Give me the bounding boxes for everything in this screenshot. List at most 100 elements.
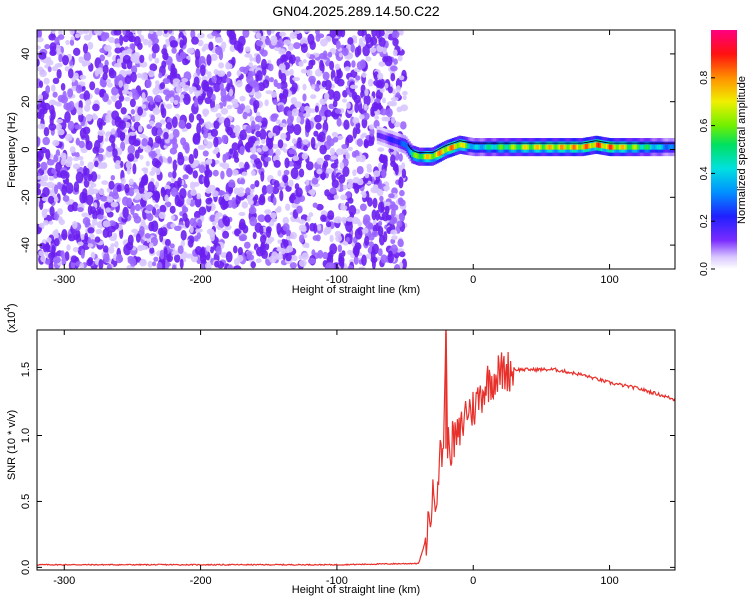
noise-blob	[196, 122, 202, 135]
noise-blob	[60, 95, 68, 104]
noise-blob	[170, 96, 175, 104]
noise-blob	[259, 128, 267, 141]
noise-blob	[42, 187, 50, 197]
noise-blob	[282, 216, 289, 225]
noise-blob	[124, 75, 132, 85]
noise-blob	[206, 54, 212, 66]
ridge-cell	[396, 139, 400, 145]
noise-blob	[238, 211, 246, 217]
noise-blob	[65, 39, 70, 46]
noise-blob	[371, 230, 379, 238]
noise-blob	[400, 121, 407, 130]
noise-blob	[47, 66, 52, 73]
noise-blob	[262, 66, 267, 76]
noise-blob	[392, 49, 398, 57]
ridge-cell	[607, 144, 611, 150]
noise-blob	[228, 187, 233, 194]
noise-blob	[209, 214, 216, 223]
noise-blob	[89, 81, 96, 91]
noise-blob	[215, 245, 222, 256]
colorbar-tick-label: 0.8	[699, 70, 710, 84]
noise-blob	[370, 249, 376, 261]
noise-blob	[247, 199, 254, 205]
noise-blob	[154, 204, 159, 209]
noise-blob	[105, 132, 110, 138]
ridge-cell	[475, 144, 478, 150]
noise-blob	[283, 39, 291, 46]
noise-blob	[329, 30, 337, 39]
noise-blob	[213, 69, 219, 75]
noise-blob	[199, 64, 206, 77]
ridge-cell	[522, 144, 526, 150]
noise-blob	[44, 243, 51, 251]
noise-blob	[339, 161, 345, 170]
noise-blob	[46, 159, 55, 166]
ridge-cell	[671, 144, 675, 150]
ridge-cell	[646, 144, 650, 150]
noise-blob	[276, 82, 282, 89]
noise-blob	[285, 203, 291, 211]
x-tick-label: 0	[470, 575, 476, 587]
noise-blob	[250, 261, 256, 269]
noise-blob	[179, 39, 184, 49]
noise-blob	[390, 97, 399, 102]
noise-blob	[38, 250, 45, 257]
noise-blob	[272, 186, 280, 195]
noise-blob	[327, 193, 335, 201]
noise-blob	[52, 139, 60, 147]
noise-blob	[191, 36, 199, 45]
noise-blob	[177, 154, 185, 166]
noise-blob	[158, 211, 166, 219]
noise-blob	[169, 205, 176, 214]
noise-blob	[211, 93, 216, 102]
noise-blob	[192, 170, 198, 179]
noise-blob	[45, 259, 51, 265]
noise-blob	[270, 218, 277, 223]
ridge-cell	[605, 144, 609, 150]
noise-blob	[356, 166, 364, 175]
ridge-cell	[473, 144, 477, 150]
ridge-cell	[546, 144, 550, 150]
noise-blob	[85, 114, 93, 122]
noise-blob	[391, 30, 400, 39]
noise-blob	[57, 208, 63, 216]
noise-blob	[264, 214, 272, 223]
noise-blob	[314, 105, 319, 113]
noise-blob	[161, 227, 168, 237]
noise-blob	[160, 103, 165, 115]
noise-blob	[69, 39, 75, 46]
ridge-cell	[579, 144, 583, 150]
noise-blob	[52, 91, 58, 98]
noise-blob	[373, 170, 381, 178]
noise-blob	[249, 56, 254, 62]
ridge-cell	[401, 141, 405, 147]
noise-blob	[193, 97, 199, 108]
ridge-cell	[628, 144, 632, 150]
noise-blob	[103, 253, 109, 263]
noise-blob	[280, 80, 288, 90]
noise-blob	[368, 133, 375, 145]
noise-blob	[402, 90, 408, 96]
noise-blob	[295, 187, 303, 198]
noise-blob	[348, 205, 357, 216]
ridge-cell	[533, 144, 537, 150]
noise-blob	[307, 33, 315, 46]
ridge-cell	[600, 143, 604, 149]
noise-blob	[298, 219, 306, 225]
x-tick-label: -200	[190, 575, 212, 587]
noise-blob	[54, 229, 59, 236]
noise-blob	[244, 53, 253, 58]
noise-blob	[174, 254, 181, 263]
noise-blob	[42, 220, 49, 226]
colorbar-tick-label: 0.2	[699, 214, 710, 228]
colorbar-gradient	[711, 30, 737, 269]
noise-blob	[135, 233, 141, 243]
noise-blob	[203, 139, 208, 146]
ridge-cell	[453, 143, 457, 149]
noise-blob	[169, 147, 178, 155]
noise-blob	[231, 98, 239, 105]
noise-blob	[260, 242, 266, 250]
noise-blob	[270, 30, 275, 34]
noise-blob	[256, 246, 264, 257]
noise-blob	[335, 40, 341, 50]
